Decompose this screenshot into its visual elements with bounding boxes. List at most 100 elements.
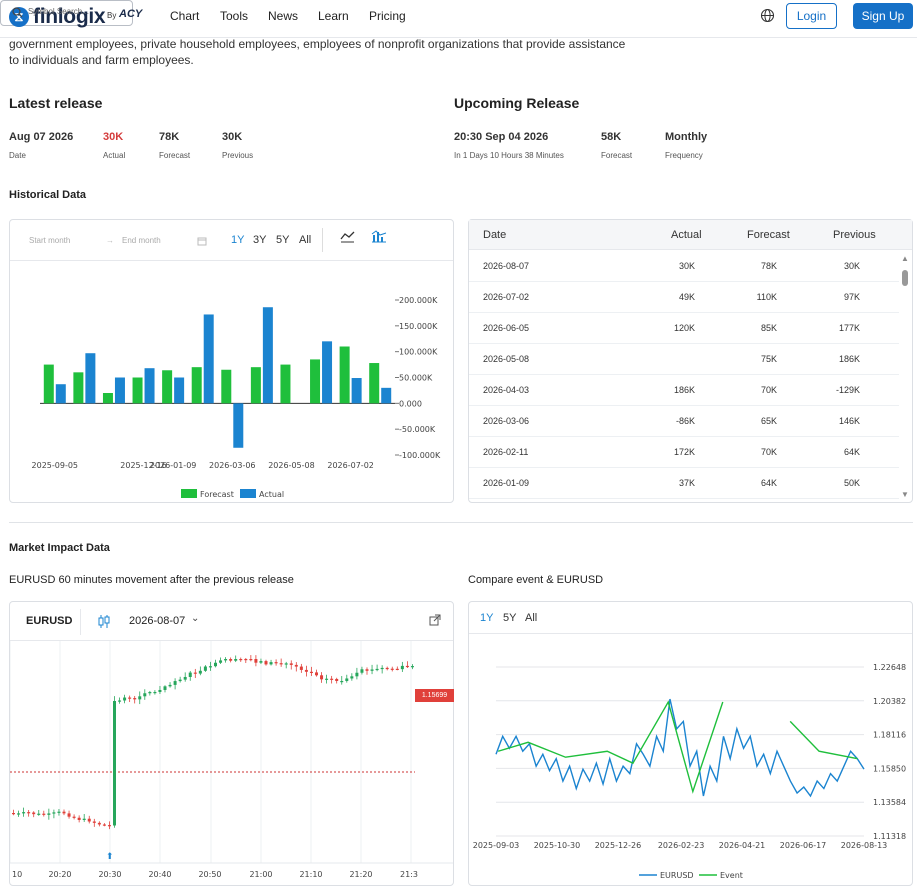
table-row[interactable]: 2026-08-07 30K 78K 30K <box>469 251 899 282</box>
forecast-bar <box>73 372 84 404</box>
range-5y-button[interactable]: 5Y <box>276 234 290 246</box>
range-1y-button[interactable]: 1Y <box>231 234 245 246</box>
nav-link-news[interactable]: News <box>268 9 299 23</box>
description-line-1: government employees, private household … <box>9 37 626 51</box>
line-chart-icon[interactable] <box>340 229 355 243</box>
release-marker-icon: ⬆ <box>106 851 114 861</box>
candle <box>259 661 263 663</box>
y-tick-label: 1.18116 <box>873 731 906 740</box>
table-row[interactable]: 2026-06-05 120K 85K 177K <box>469 313 899 344</box>
scroll-down-icon[interactable]: ▼ <box>901 490 909 499</box>
candle <box>284 663 288 665</box>
compare-range-all-button[interactable]: All <box>525 612 538 624</box>
cell-actual: 186K <box>673 385 695 395</box>
candle <box>304 669 308 672</box>
cell-forecast: 75K <box>760 354 777 364</box>
forecast-bar <box>162 370 173 404</box>
candle <box>244 659 248 661</box>
forecast-bar <box>369 363 380 404</box>
scroll-up-icon[interactable]: ▲ <box>901 254 909 263</box>
actual-bar <box>203 314 214 404</box>
candle <box>345 678 349 681</box>
start-month-input[interactable]: Start month <box>29 236 71 245</box>
y-tick-label: -100.000K <box>399 451 441 460</box>
cell-date: 2026-05-08 <box>483 354 530 364</box>
x-tick-label: 2026-08-13 <box>841 841 888 850</box>
x-tick-label: 2026-07-02 <box>327 461 374 470</box>
end-month-input[interactable]: End month <box>122 236 161 245</box>
candle <box>138 696 142 700</box>
candle <box>153 691 157 694</box>
candle <box>168 684 172 687</box>
section-divider <box>9 522 913 523</box>
cell-actual: 37K <box>678 478 695 488</box>
external-link-icon[interactable] <box>429 614 441 626</box>
candle <box>335 678 339 682</box>
nav-link-tools[interactable]: Tools <box>220 9 249 23</box>
range-all-button[interactable]: All <box>299 234 312 246</box>
upcoming-frequency-value: Monthly <box>665 131 708 143</box>
col-header-actual: Actual <box>671 229 702 241</box>
x-tick-label: 2026-01-09 <box>150 461 197 470</box>
cell-previous: 64K <box>843 447 860 457</box>
col-header-previous: Previous <box>833 229 876 241</box>
scroll-thumb[interactable] <box>902 270 908 286</box>
legend-forecast-label: Forecast <box>200 490 234 499</box>
table-row[interactable]: 2026-02-11 172K 70K 64K <box>469 437 899 468</box>
actual-bar <box>174 377 185 404</box>
table-row[interactable]: 2026-03-06 -86K 65K 146K <box>469 406 899 437</box>
table-row[interactable]: 2026-01-09 37K 64K 50K <box>469 468 899 499</box>
compare-range-1y-button[interactable]: 1Y <box>480 612 494 624</box>
cell-date: 2026-01-09 <box>483 478 530 488</box>
y-tick-label: 1.15850 <box>873 764 906 773</box>
compare-range-5y-button[interactable]: 5Y <box>503 612 517 624</box>
table-row[interactable]: 2026-04-03 186K 70K -129K <box>469 375 899 406</box>
search-icon <box>12 7 23 18</box>
candle <box>224 659 228 661</box>
chevron-down-icon[interactable]: ⌄ <box>191 613 200 624</box>
table-scrollbar[interactable]: ▲ ▼ <box>901 254 909 500</box>
finlogix-logo-icon[interactable]: ⧖ <box>9 7 29 27</box>
table-row[interactable]: 2026-05-08 75K 186K <box>469 344 899 375</box>
divider <box>469 633 912 634</box>
x-tick-label: 2026-02-23 <box>658 841 705 850</box>
candle <box>37 813 41 815</box>
symbol-search-input[interactable]: Symbol Search... <box>0 0 133 26</box>
nav-link-pricing[interactable]: Pricing <box>369 9 406 23</box>
candle <box>62 811 66 814</box>
event-line <box>789 720 858 760</box>
legend-actual-label: Actual <box>259 490 284 499</box>
y-tick-label: 1.22648 <box>873 663 906 672</box>
forecast-bar <box>250 367 261 404</box>
candle <box>133 698 137 700</box>
candlestick-icon[interactable] <box>97 615 111 628</box>
time-tick-label: 21:3 <box>400 870 418 879</box>
calendar-icon[interactable] <box>197 236 207 246</box>
upcoming-forecast-value: 58K <box>601 131 622 143</box>
candle <box>178 679 182 682</box>
cell-previous: 50K <box>843 478 860 488</box>
candle <box>183 676 187 680</box>
range-3y-button[interactable]: 3Y <box>253 234 267 246</box>
time-tick-label: 10 <box>12 870 22 879</box>
forecast-bar <box>221 369 232 404</box>
bar-chart-icon[interactable] <box>371 229 387 243</box>
brand-name[interactable]: finlogix <box>33 5 106 28</box>
signup-button[interactable]: Sign Up <box>853 3 913 29</box>
cell-forecast: 78K <box>760 261 777 271</box>
symbol-label[interactable]: EURUSD <box>26 615 73 627</box>
cell-previous: 30K <box>843 261 860 271</box>
nav-link-chart[interactable]: Chart <box>170 9 200 23</box>
actual-bar <box>351 378 362 404</box>
candle <box>163 686 167 690</box>
table-row[interactable]: 2026-07-02 49K 110K 97K <box>469 282 899 313</box>
acy-logo: ACY <box>119 8 143 20</box>
latest-forecast-value: 78K <box>159 131 180 143</box>
historical-chart-panel <box>9 219 454 503</box>
candle <box>107 825 111 827</box>
login-button[interactable]: Login <box>786 3 837 29</box>
nav-link-learn[interactable]: Learn <box>318 9 349 23</box>
release-date-select[interactable]: 2026-08-07 <box>129 615 186 627</box>
time-tick-label: 20:50 <box>198 870 221 879</box>
globe-icon[interactable] <box>760 8 775 23</box>
